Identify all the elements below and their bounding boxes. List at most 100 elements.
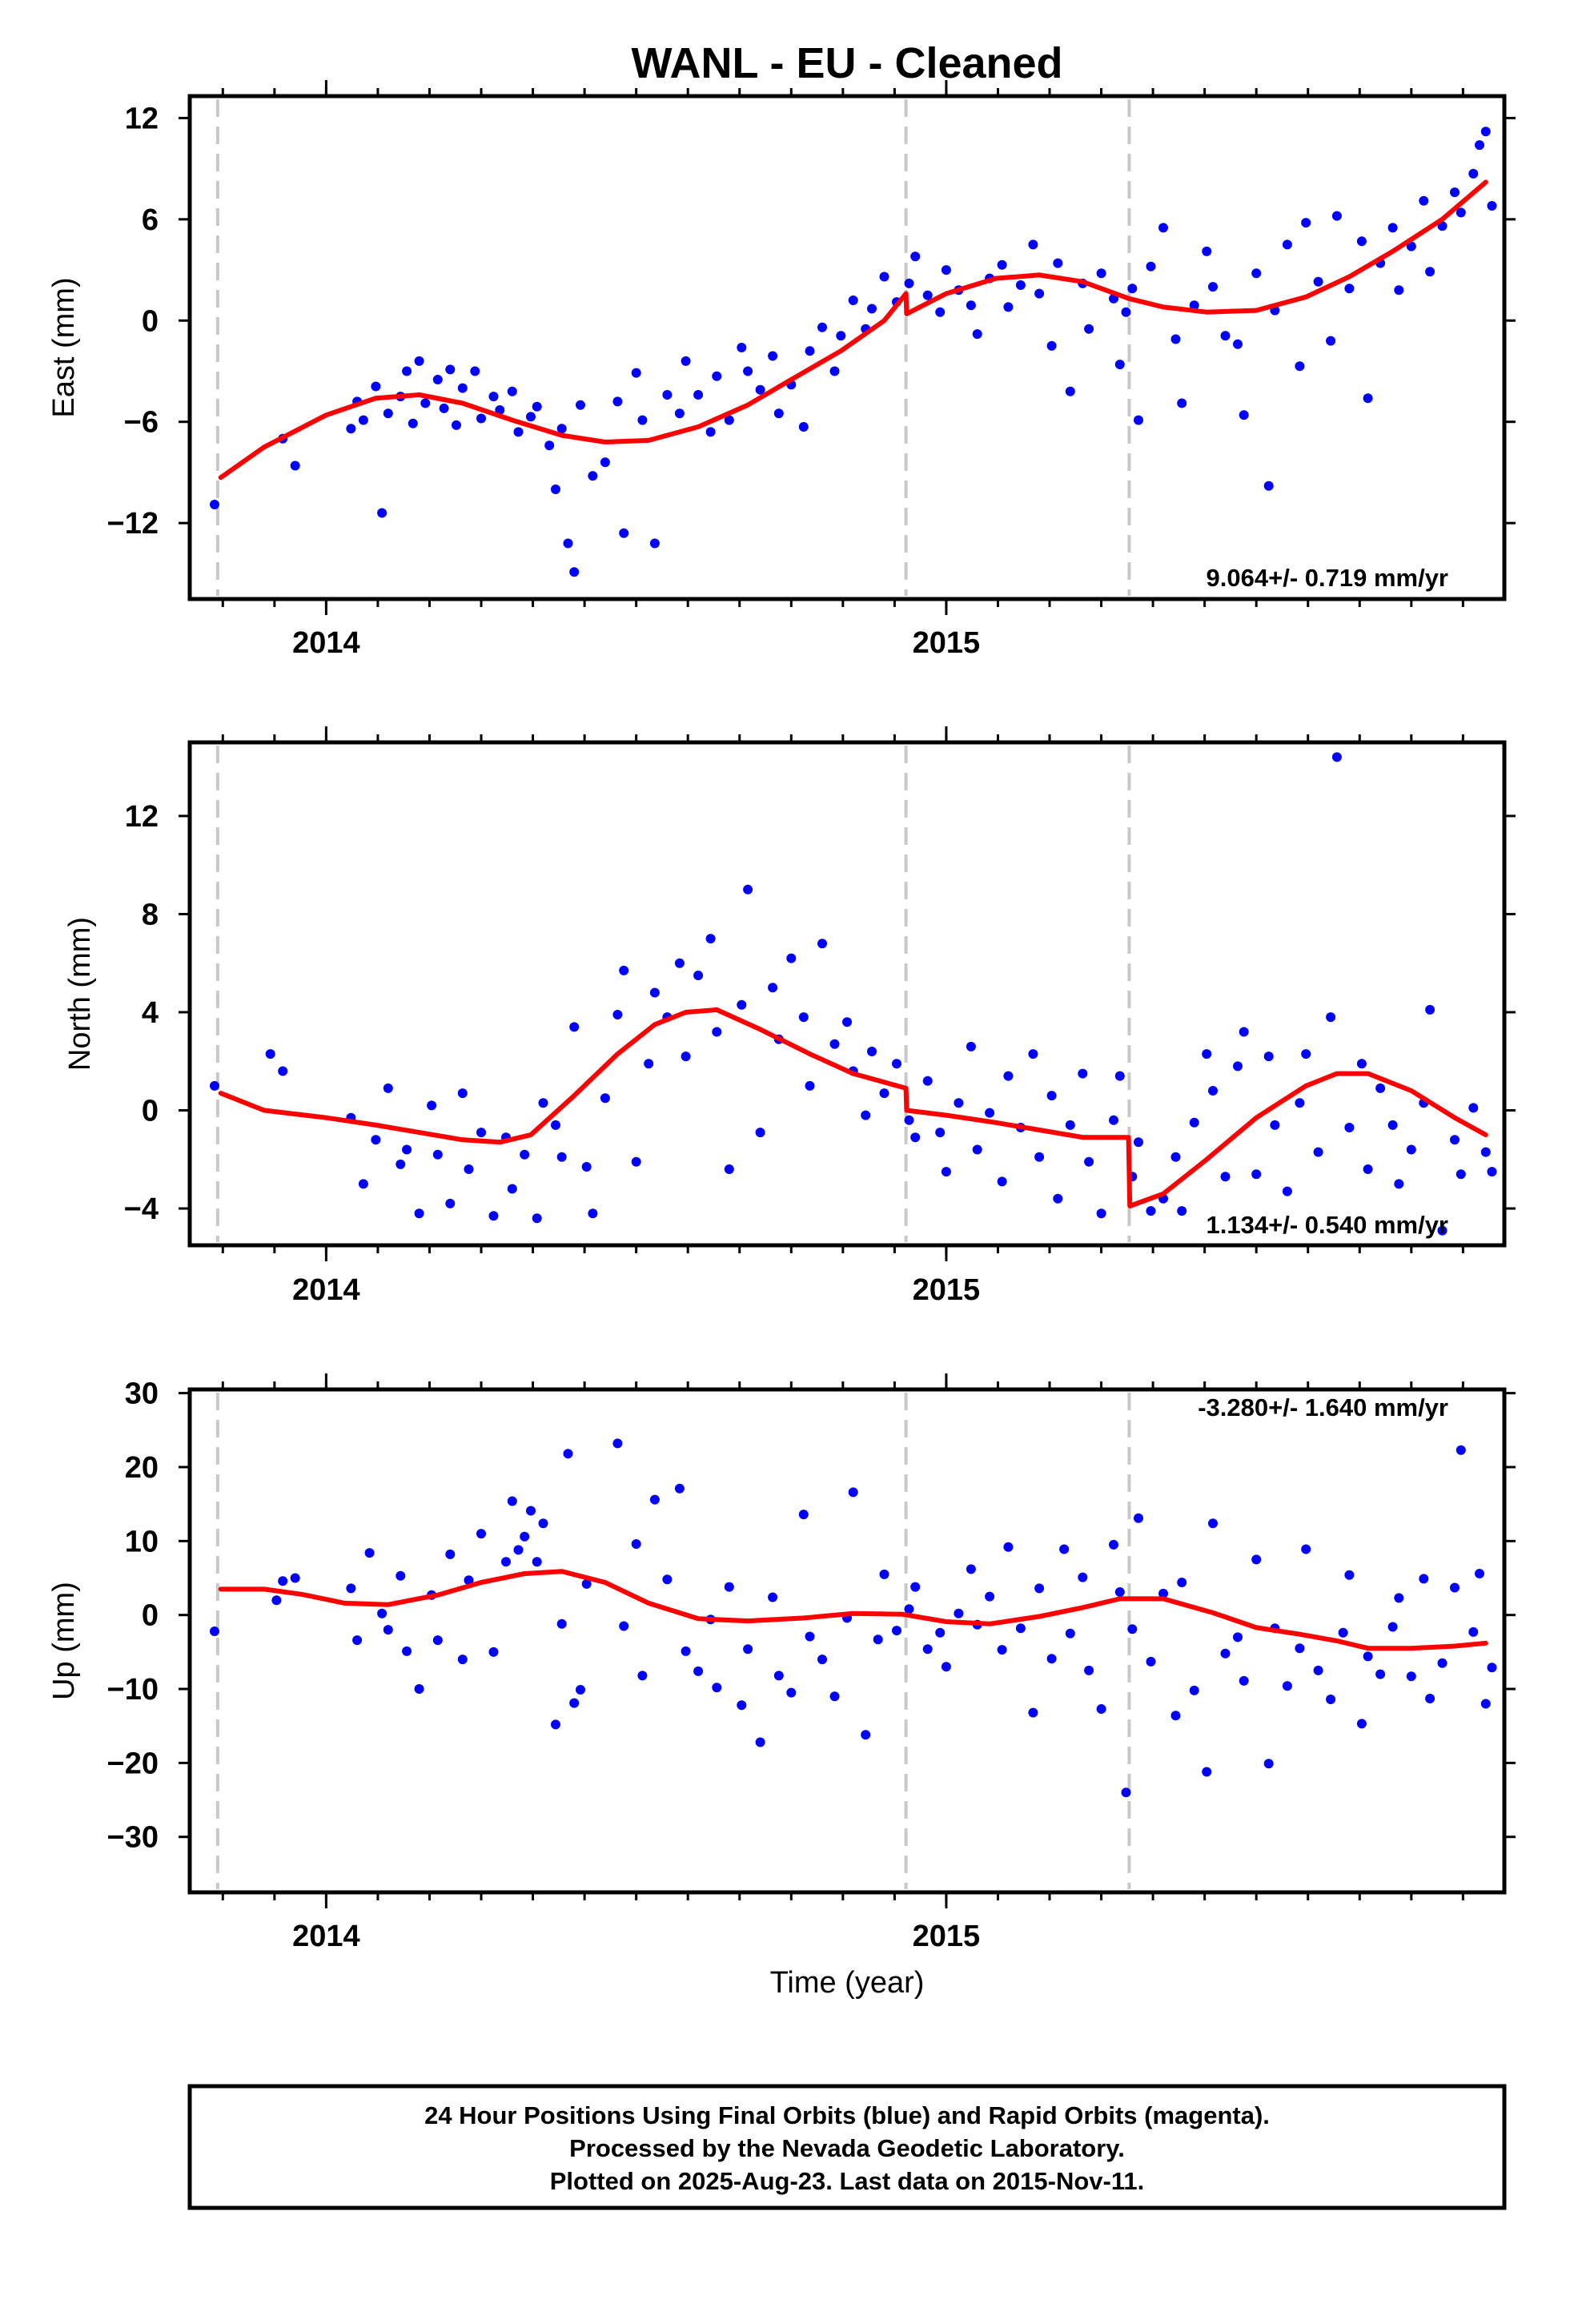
data-point	[773, 408, 784, 419]
data-point	[1177, 1578, 1187, 1587]
data-point	[829, 1039, 840, 1049]
data-point	[1046, 340, 1057, 351]
y-tick-label-m30: −30	[107, 1821, 159, 1855]
data-point	[1475, 1569, 1484, 1578]
data-point	[904, 1604, 914, 1614]
data-point	[737, 1700, 747, 1711]
data-point	[1251, 1554, 1262, 1565]
data-point	[1170, 1152, 1181, 1162]
data-point	[631, 1156, 641, 1167]
data-point	[619, 965, 629, 975]
data-point	[1295, 1643, 1305, 1654]
y-axis-label: Up (mm)	[47, 1582, 81, 1700]
data-point	[867, 1047, 877, 1056]
data-point	[432, 1635, 443, 1646]
data-point	[1239, 410, 1249, 420]
data-point	[488, 1647, 499, 1657]
east-panel: 12 6 0 −6 −12 2014 2015 East (mm) 9.064+/- 0.719…	[47, 80, 1516, 660]
data-point	[402, 1144, 412, 1155]
data-point	[922, 290, 933, 300]
data-point	[1084, 1665, 1094, 1675]
data-point	[358, 415, 368, 425]
data-point	[445, 364, 456, 375]
data-point	[644, 1059, 654, 1069]
data-point	[904, 1115, 914, 1125]
data-point	[922, 1076, 933, 1086]
data-point	[513, 427, 524, 437]
data-point	[867, 304, 877, 314]
data-point	[662, 390, 673, 400]
data-point	[1356, 1719, 1367, 1729]
data-point	[600, 457, 610, 468]
data-point	[829, 1691, 840, 1702]
data-point	[1344, 1570, 1355, 1580]
data-point	[805, 1631, 815, 1642]
data-point	[798, 422, 809, 432]
data-point	[1295, 361, 1305, 372]
data-point	[1233, 1061, 1243, 1072]
data-point	[1233, 339, 1243, 349]
data-point	[1480, 127, 1491, 137]
velocity-rate-label: 1.134+/- 0.540 mm/yr	[1207, 1211, 1448, 1239]
data-point	[556, 1152, 567, 1162]
data-point	[464, 1575, 474, 1586]
y-tick-label-m12: −12	[107, 507, 159, 541]
data-point	[1456, 207, 1466, 218]
data-point	[402, 366, 412, 376]
data-point	[798, 1012, 809, 1023]
data-point	[1456, 1445, 1466, 1455]
data-point	[1096, 1208, 1106, 1219]
data-point	[674, 958, 685, 968]
data-point	[1425, 1694, 1435, 1703]
data-point	[1406, 1144, 1416, 1155]
data-point	[1375, 1669, 1386, 1679]
data-point	[346, 424, 356, 434]
data-point	[798, 1510, 809, 1520]
data-point	[619, 1621, 629, 1631]
data-point	[576, 400, 585, 410]
data-point	[1326, 1695, 1336, 1704]
data-point	[1363, 1651, 1373, 1662]
data-point	[1344, 283, 1355, 294]
data-point	[1177, 1206, 1187, 1216]
data-point	[278, 1066, 288, 1076]
data-point	[712, 1027, 722, 1037]
data-point	[520, 1149, 530, 1160]
y-tick-label-m20: −20	[107, 1747, 159, 1780]
data-point	[1338, 1627, 1348, 1638]
data-point	[532, 1557, 542, 1567]
velocity-rate-label: -3.280+/- 1.640 mm/yr	[1198, 1393, 1448, 1421]
data-point	[1220, 1172, 1231, 1182]
data-point	[755, 1128, 765, 1138]
data-point	[1419, 1574, 1429, 1584]
data-point	[556, 424, 567, 434]
data-point	[352, 1635, 363, 1646]
data-point	[569, 1698, 580, 1708]
data-point	[985, 1591, 995, 1602]
model-fit-line	[218, 1007, 1488, 1208]
data-point	[383, 1625, 393, 1635]
data-point	[1425, 267, 1435, 277]
data-point	[737, 999, 747, 1010]
data-point	[773, 1671, 784, 1681]
data-point	[1065, 1628, 1075, 1638]
data-point	[879, 271, 889, 282]
data-point	[1065, 1120, 1075, 1130]
data-point	[693, 971, 704, 980]
data-point	[705, 427, 716, 437]
data-point	[1015, 280, 1026, 290]
data-point	[1220, 1648, 1231, 1659]
data-point	[414, 1208, 424, 1219]
data-point	[1480, 1147, 1491, 1157]
data-point	[588, 471, 598, 481]
data-point	[1134, 1137, 1143, 1148]
data-point	[551, 1120, 560, 1130]
data-point	[290, 460, 300, 471]
data-point	[457, 383, 468, 393]
data-point	[954, 1608, 964, 1618]
data-points	[210, 752, 1497, 1236]
data-point	[941, 1662, 951, 1672]
y-tick-label-20: 20	[125, 1451, 159, 1485]
data-point	[693, 390, 704, 400]
